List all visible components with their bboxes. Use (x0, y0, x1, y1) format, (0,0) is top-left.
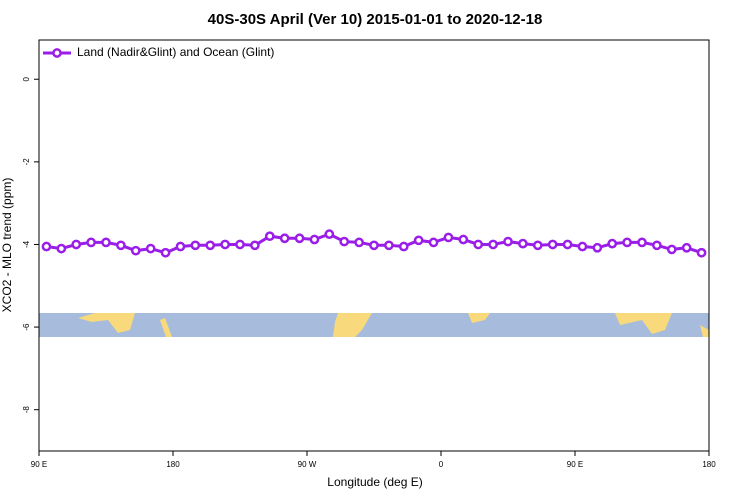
data-point (339, 236, 350, 247)
data-point (324, 229, 335, 239)
data-point (458, 234, 469, 245)
data-point (369, 240, 379, 251)
y-tick-label: 0 (22, 76, 31, 81)
data-point (101, 237, 111, 248)
data-point (220, 239, 230, 250)
data-point (384, 240, 394, 251)
data-point (86, 237, 96, 248)
x-tick-label: 90 E (567, 460, 583, 469)
y-tick-label: -8 (22, 406, 31, 414)
data-point (235, 239, 245, 250)
data-point (577, 241, 588, 252)
data-point (592, 242, 603, 253)
data-point (637, 237, 647, 248)
data-point (145, 243, 156, 254)
data-point (250, 240, 260, 251)
data-point (473, 239, 484, 250)
data-point (398, 241, 409, 252)
data-point (488, 239, 498, 250)
data-point (354, 237, 364, 248)
data-point (294, 233, 305, 244)
data-point (503, 236, 513, 247)
data-point (622, 237, 632, 248)
data-point (56, 243, 67, 254)
data-point (518, 238, 528, 249)
data-point (547, 239, 558, 250)
data-point (190, 240, 201, 251)
data-point (71, 239, 82, 250)
data-point (666, 244, 677, 255)
data-point (681, 242, 692, 253)
data-point (41, 241, 52, 252)
data-point (279, 233, 290, 244)
y-tick-label: -6 (22, 323, 31, 331)
data-point (532, 240, 543, 251)
legend-item: Land (Nadir&Glint) and Ocean (Glint) (43, 45, 274, 59)
data-point (205, 240, 216, 251)
data-point (116, 240, 126, 251)
x-tick-label: 180 (702, 460, 716, 469)
data-point (175, 241, 186, 252)
data-point (443, 232, 454, 243)
y-tick-label: -4 (22, 240, 31, 248)
data-point (130, 245, 141, 256)
x-axis-label: Longitude (deg E) (327, 475, 422, 489)
x-tick-label: 90 W (298, 460, 317, 469)
data-point (652, 240, 662, 251)
x-tick-label: 0 (439, 460, 444, 469)
data-point (160, 247, 171, 258)
data-point (696, 247, 707, 258)
x-tick-label: 180 (166, 460, 180, 469)
data-point (413, 235, 424, 246)
chart-title: 40S-30S April (Ver 10) 2015-01-01 to 202… (208, 11, 543, 28)
data-point (428, 237, 439, 248)
data-point (309, 234, 320, 245)
data-point (562, 239, 573, 250)
legend-label: Land (Nadir&Glint) and Ocean (Glint) (77, 45, 274, 59)
data-point (607, 238, 618, 249)
plot-frame (38, 39, 710, 452)
y-axis-label: XCO2 - MLO trend (ppm) (0, 178, 14, 313)
legend-marker (52, 48, 62, 58)
y-tick-label: -2 (22, 158, 31, 166)
data-point (264, 231, 275, 242)
x-tick-label: 90 E (31, 460, 47, 469)
map-strip (39, 313, 709, 337)
